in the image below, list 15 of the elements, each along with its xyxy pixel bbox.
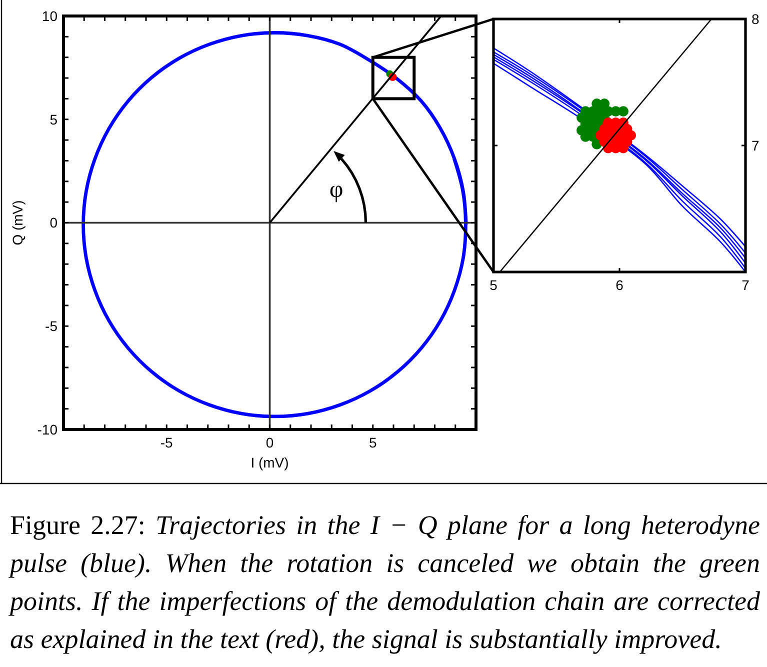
x-axis-title: I (mV) (250, 454, 289, 470)
x-tick-label: -5 (160, 434, 174, 450)
x-tick-label: 6 (616, 277, 624, 293)
y-tick-label: 10 (42, 8, 58, 24)
y-tick-label: -10 (37, 421, 58, 438)
y-tick-label: 8 (752, 10, 760, 27)
y-axis-title: Q (mV) (10, 200, 26, 246)
caption: Figure 2.27: Trajectories in the I − Q plane for a long heterodyne pulse (blue). When the rotation is canceled we obtain the green points. If the imperfections of the demodulation chain are corrected as explained in the text (red), the signal is substantially improved. (10, 510, 760, 654)
x-tick-label: 5 (490, 277, 498, 293)
x-tick-label: 0 (266, 434, 274, 450)
x-tick-label: 5 (368, 434, 377, 450)
y-tick-label: 0 (50, 214, 58, 231)
y-tick-label: 5 (50, 111, 58, 128)
y-tick-label: -5 (45, 318, 58, 334)
annotation: φ (329, 176, 344, 203)
